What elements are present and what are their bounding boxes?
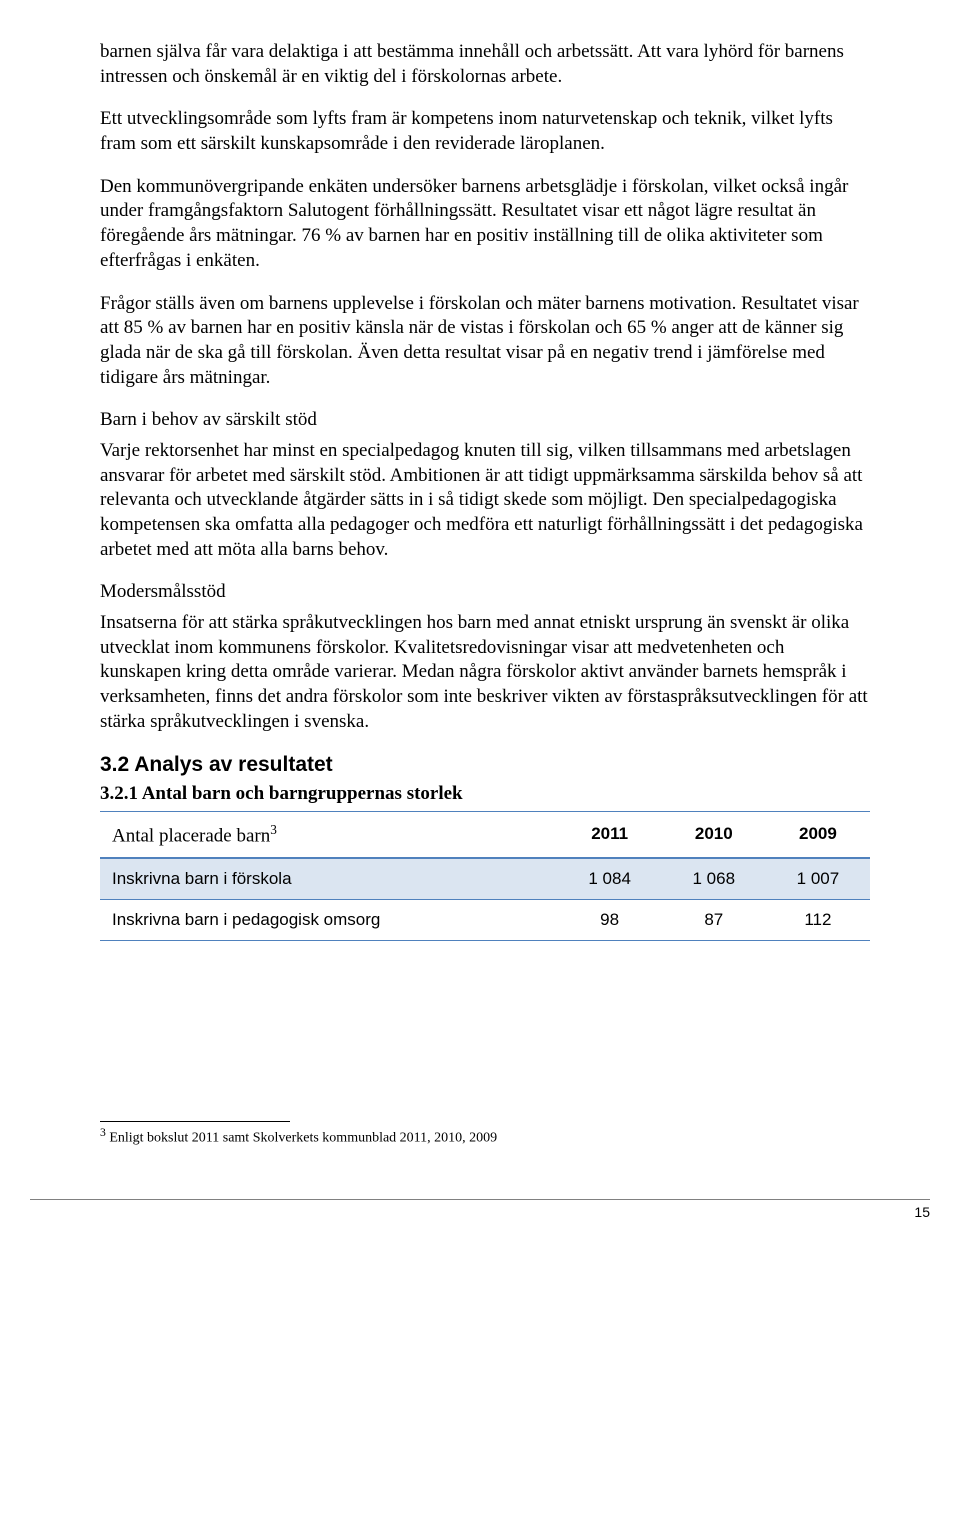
table-cell: 87 — [662, 899, 766, 940]
table-row-label: Inskrivna barn i pedagogisk omsorg — [100, 899, 558, 940]
table-col-2009: 2009 — [766, 811, 870, 858]
table-header-row: Antal placerade barn3 2011 2010 2009 — [100, 811, 870, 858]
table-header-label: Antal placerade barn3 — [100, 811, 558, 858]
table-col-2010: 2010 — [662, 811, 766, 858]
subheading-modersmal: Modersmålsstöd — [100, 580, 870, 605]
table-row-label: Inskrivna barn i förskola — [100, 858, 558, 900]
subheading-stod: Barn i behov av särskilt stöd — [100, 408, 870, 433]
paragraph-1: barnen själva får vara delaktiga i att b… — [100, 40, 870, 89]
table-cell: 112 — [766, 899, 870, 940]
table-cell: 98 — [558, 899, 662, 940]
footnote-separator — [100, 1121, 290, 1122]
paragraph-4: Frågor ställs även om barnens upplevelse… — [100, 292, 870, 391]
footer-rule — [30, 1199, 930, 1200]
table-header-footnote-marker: 3 — [270, 822, 277, 837]
table-row: Inskrivna barn i förskola 1 084 1 068 1 … — [100, 858, 870, 900]
paragraph-2: Ett utvecklingsområde som lyfts fram är … — [100, 107, 870, 156]
heading-3-2: 3.2 Analys av resultatet — [100, 753, 870, 777]
table-header-label-text: Antal placerade barn — [112, 825, 270, 846]
footnote-text: Enligt bokslut 2011 samt Skolverkets kom… — [106, 1130, 497, 1145]
table-col-2011: 2011 — [558, 811, 662, 858]
table-antal-barn: Antal placerade barn3 2011 2010 2009 Ins… — [100, 811, 870, 941]
paragraph-3: Den kommunövergripande enkäten undersöke… — [100, 175, 870, 274]
heading-3-2-1: 3.2.1 Antal barn och barngruppernas stor… — [100, 783, 870, 805]
paragraph-6: Insatserna för att stärka språkutvecklin… — [100, 611, 870, 734]
table-cell: 1 068 — [662, 858, 766, 900]
table-row: Inskrivna barn i pedagogisk omsorg 98 87… — [100, 899, 870, 940]
paragraph-5: Varje rektorsenhet har minst en specialp… — [100, 439, 870, 562]
footnote-3: 3 Enligt bokslut 2011 samt Skolverkets k… — [100, 1126, 870, 1147]
table-cell: 1 084 — [558, 858, 662, 900]
table-cell: 1 007 — [766, 858, 870, 900]
page-number: 15 — [0, 1204, 930, 1220]
